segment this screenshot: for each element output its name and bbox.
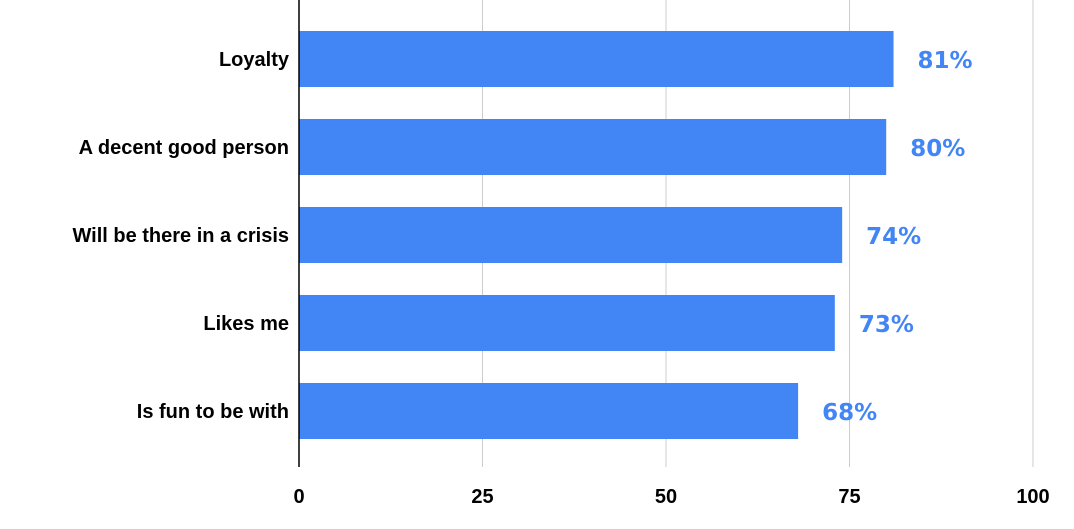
bars — [299, 31, 894, 439]
x-axis-tick-labels: 0 25 50 75 100 — [293, 486, 1049, 508]
data-label: 74% — [866, 224, 921, 250]
bar — [299, 295, 835, 351]
x-tick-label: 0 — [293, 486, 304, 508]
bar — [299, 119, 887, 175]
data-label: 73% — [859, 312, 914, 338]
x-tick-label: 50 — [655, 486, 677, 508]
category-label: Is fun to be with — [137, 401, 289, 423]
category-labels: Loyalty A decent good person Will be there… — [72, 49, 289, 423]
x-tick-label: 75 — [838, 486, 860, 508]
x-tick-label: 25 — [471, 486, 493, 508]
data-label: 68% — [822, 400, 877, 426]
category-label: Will be there in a crisis — [72, 225, 289, 247]
data-label: 80% — [910, 136, 965, 162]
data-labels: 81% 80% 74% 73% 68% — [822, 48, 972, 426]
x-tick-label: 100 — [1016, 486, 1049, 508]
data-label: 81% — [918, 48, 973, 74]
category-label: A decent good person — [79, 137, 289, 159]
category-label: Likes me — [203, 313, 289, 335]
category-label: Loyalty — [219, 49, 290, 71]
bar — [299, 383, 799, 439]
bar — [299, 31, 894, 87]
bar — [299, 207, 843, 263]
